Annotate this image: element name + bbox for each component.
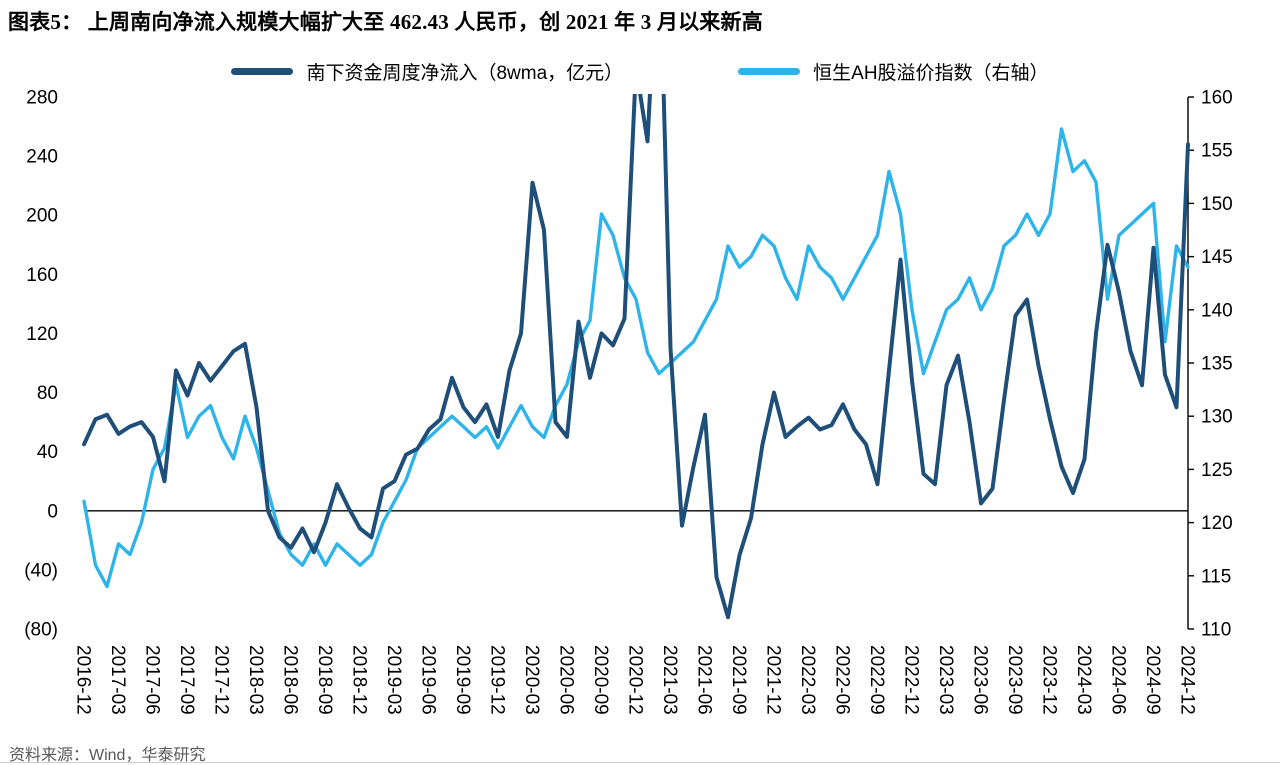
svg-text:2017-03: 2017-03 [107,645,128,715]
page-title: 图表5： 上周南向净流入规模大幅扩大至 462.43 人民币，创 2021 年 … [8,10,763,34]
svg-text:115: 115 [1201,566,1231,587]
svg-text:125: 125 [1201,460,1233,481]
svg-text:2020-09: 2020-09 [590,645,611,715]
svg-text:145: 145 [1201,247,1233,268]
svg-text:2024-03: 2024-03 [1073,645,1094,715]
svg-text:2017-12: 2017-12 [211,645,232,715]
legend-swatch-primary [231,68,294,75]
svg-text:2017-09: 2017-09 [176,645,197,715]
svg-text:240: 240 [26,147,58,168]
svg-text:2018-12: 2018-12 [349,645,370,715]
svg-text:2019-03: 2019-03 [383,645,404,715]
legend-item-ah-premium: 恒生AH股溢价指数（右轴） [738,58,1049,85]
svg-text:280: 280 [26,88,58,109]
svg-text:2017-06: 2017-06 [142,645,163,715]
svg-text:2023-12: 2023-12 [1039,645,1060,715]
svg-text:2023-06: 2023-06 [970,645,991,715]
svg-text:120: 120 [26,324,58,345]
svg-text:2022-03: 2022-03 [797,645,818,715]
svg-text:2021-06: 2021-06 [694,645,715,715]
chart-legend: 南下资金周度净流入（8wma，亿元） 恒生AH股溢价指数（右轴） [0,58,1280,85]
svg-text:2024-06: 2024-06 [1108,645,1129,715]
svg-text:2023-03: 2023-03 [935,645,956,715]
svg-text:2024-12: 2024-12 [1177,645,1198,715]
svg-text:140: 140 [1201,300,1233,321]
svg-text:2021-09: 2021-09 [728,645,749,715]
svg-text:(40): (40) [24,560,58,581]
svg-text:2021-03: 2021-03 [659,645,680,715]
svg-text:2019-12: 2019-12 [487,645,508,715]
svg-text:2019-09: 2019-09 [452,645,473,715]
legend-swatch-secondary [738,68,801,75]
svg-text:2018-06: 2018-06 [280,645,301,715]
svg-text:150: 150 [1201,194,1233,215]
source-note: 资料来源：Wind，华泰研究 [9,747,206,764]
svg-text:80: 80 [37,383,58,404]
svg-text:2024-09: 2024-09 [1142,645,1163,715]
svg-text:200: 200 [26,206,58,227]
svg-text:160: 160 [26,265,58,286]
svg-text:2022-06: 2022-06 [832,645,853,715]
svg-text:2020-03: 2020-03 [521,645,542,715]
svg-text:2022-12: 2022-12 [901,645,922,715]
svg-text:2021-12: 2021-12 [763,645,784,715]
svg-text:2018-03: 2018-03 [245,645,266,715]
legend-item-southbound: 南下资金周度净流入（8wma，亿元） [231,58,623,85]
svg-text:2019-06: 2019-06 [418,645,439,715]
svg-text:110: 110 [1201,620,1231,641]
line-chart: 280 240 200 160 120 80 40 0 (40) (80) 160 155 150 145… [24,88,1233,715]
svg-text:(80): (80) [24,620,58,641]
legend-label: 南下资金周度净流入（8wma，亿元） [306,63,624,84]
svg-text:0: 0 [47,501,58,522]
svg-text:120: 120 [1201,513,1233,534]
svg-text:2020-06: 2020-06 [556,645,577,715]
svg-text:135: 135 [1201,354,1233,375]
svg-text:130: 130 [1201,407,1233,428]
legend-label: 恒生AH股溢价指数（右轴） [813,63,1049,84]
svg-text:2018-09: 2018-09 [314,645,335,715]
svg-text:2020-12: 2020-12 [625,645,646,715]
svg-text:2022-09: 2022-09 [866,645,887,715]
svg-text:160: 160 [1201,88,1233,109]
svg-text:155: 155 [1201,141,1233,162]
svg-text:2016-12: 2016-12 [73,645,94,715]
svg-text:40: 40 [37,442,58,463]
svg-text:2023-09: 2023-09 [1004,645,1025,715]
